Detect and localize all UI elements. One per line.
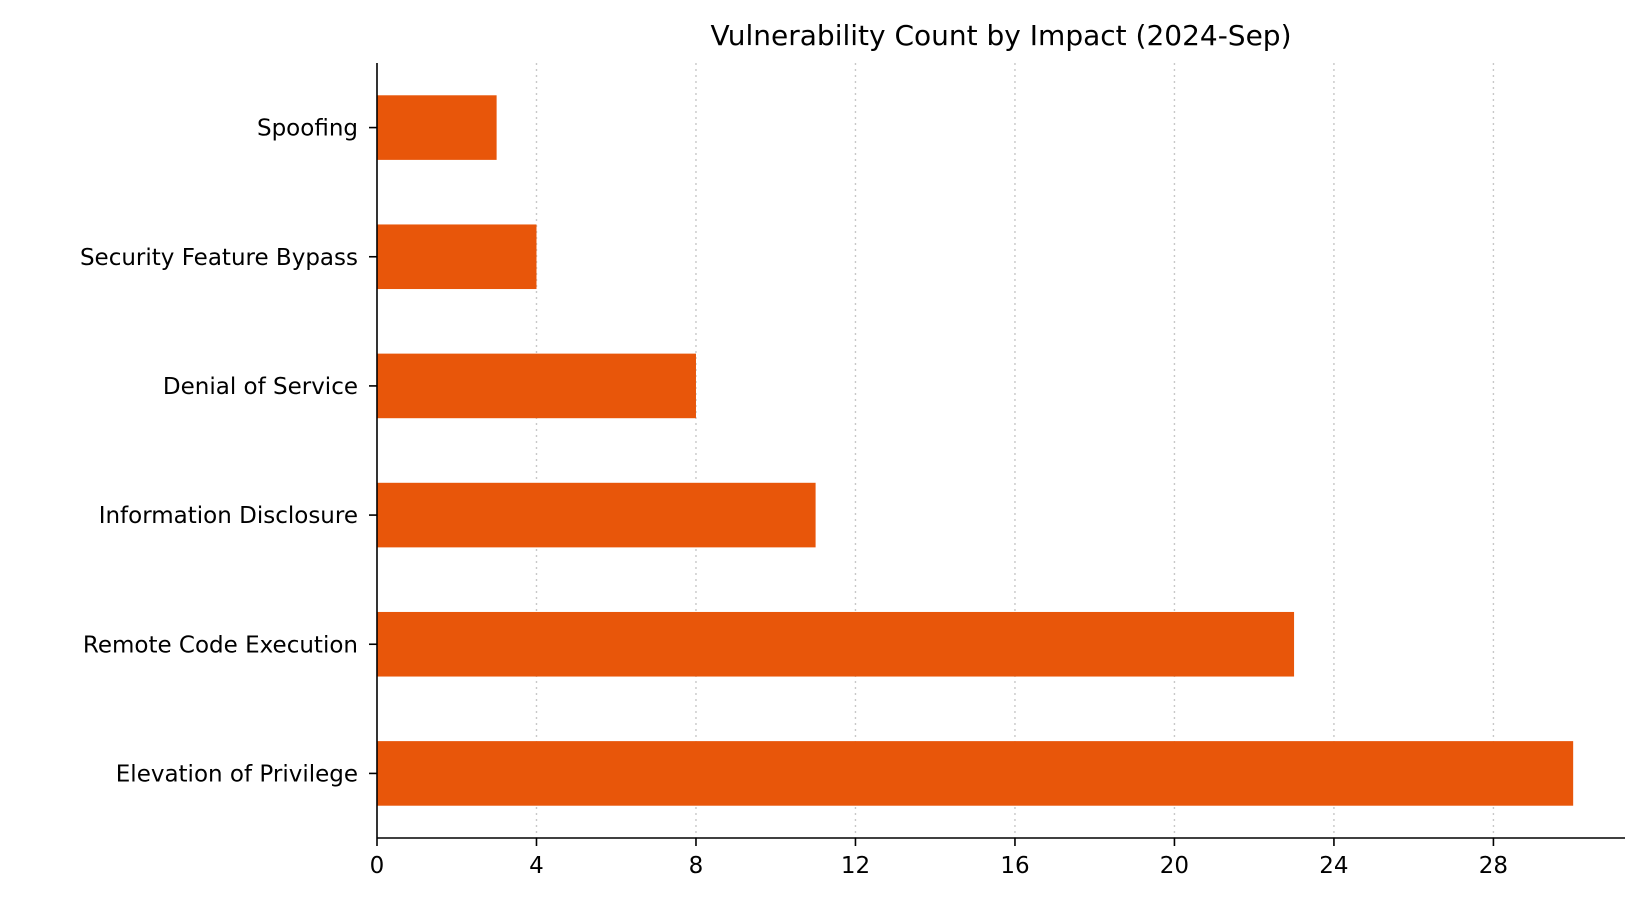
bars [377, 95, 1574, 806]
chart-title: Vulnerability Count by Impact (2024-Sep) [711, 19, 1292, 52]
y-tick-label-remote-code-execution: Remote Code Execution [83, 632, 358, 658]
bar-security-feature-bypass [377, 224, 537, 290]
bar-information-disclosure [377, 482, 816, 548]
x-tick-label-4: 4 [529, 853, 544, 879]
x-tick-label-0: 0 [370, 853, 385, 879]
y-tick-label-spoofing: Spoofing [257, 116, 358, 142]
x-tick-label-12: 12 [841, 853, 870, 879]
gridlines [535, 63, 1495, 838]
y-tick-label-information-disclosure: Information Disclosure [99, 503, 358, 529]
axes [376, 63, 1625, 839]
x-tick-label-28: 28 [1479, 853, 1508, 879]
y-tick-label-security-feature-bypass: Security Feature Bypass [80, 245, 358, 271]
y-tick-label-denial-of-service: Denial of Service [163, 374, 358, 400]
x-tick-label-20: 20 [1160, 853, 1189, 879]
bar-remote-code-execution [377, 611, 1295, 677]
y-axis-ticks: Elevation of Privilege Remote Code Execut… [80, 116, 377, 787]
bar-spoofing [377, 95, 497, 160]
x-tick-label-8: 8 [689, 853, 704, 879]
x-axis-ticks: 0 4 8 12 16 20 24 28 [370, 838, 1508, 879]
bar-elevation-of-privilege [377, 741, 1574, 806]
x-tick-label-24: 24 [1319, 853, 1348, 879]
y-tick-label-elevation-of-privilege: Elevation of Privilege [116, 761, 358, 787]
bar-denial-of-service [377, 353, 696, 419]
x-tick-label-16: 16 [1000, 853, 1029, 879]
